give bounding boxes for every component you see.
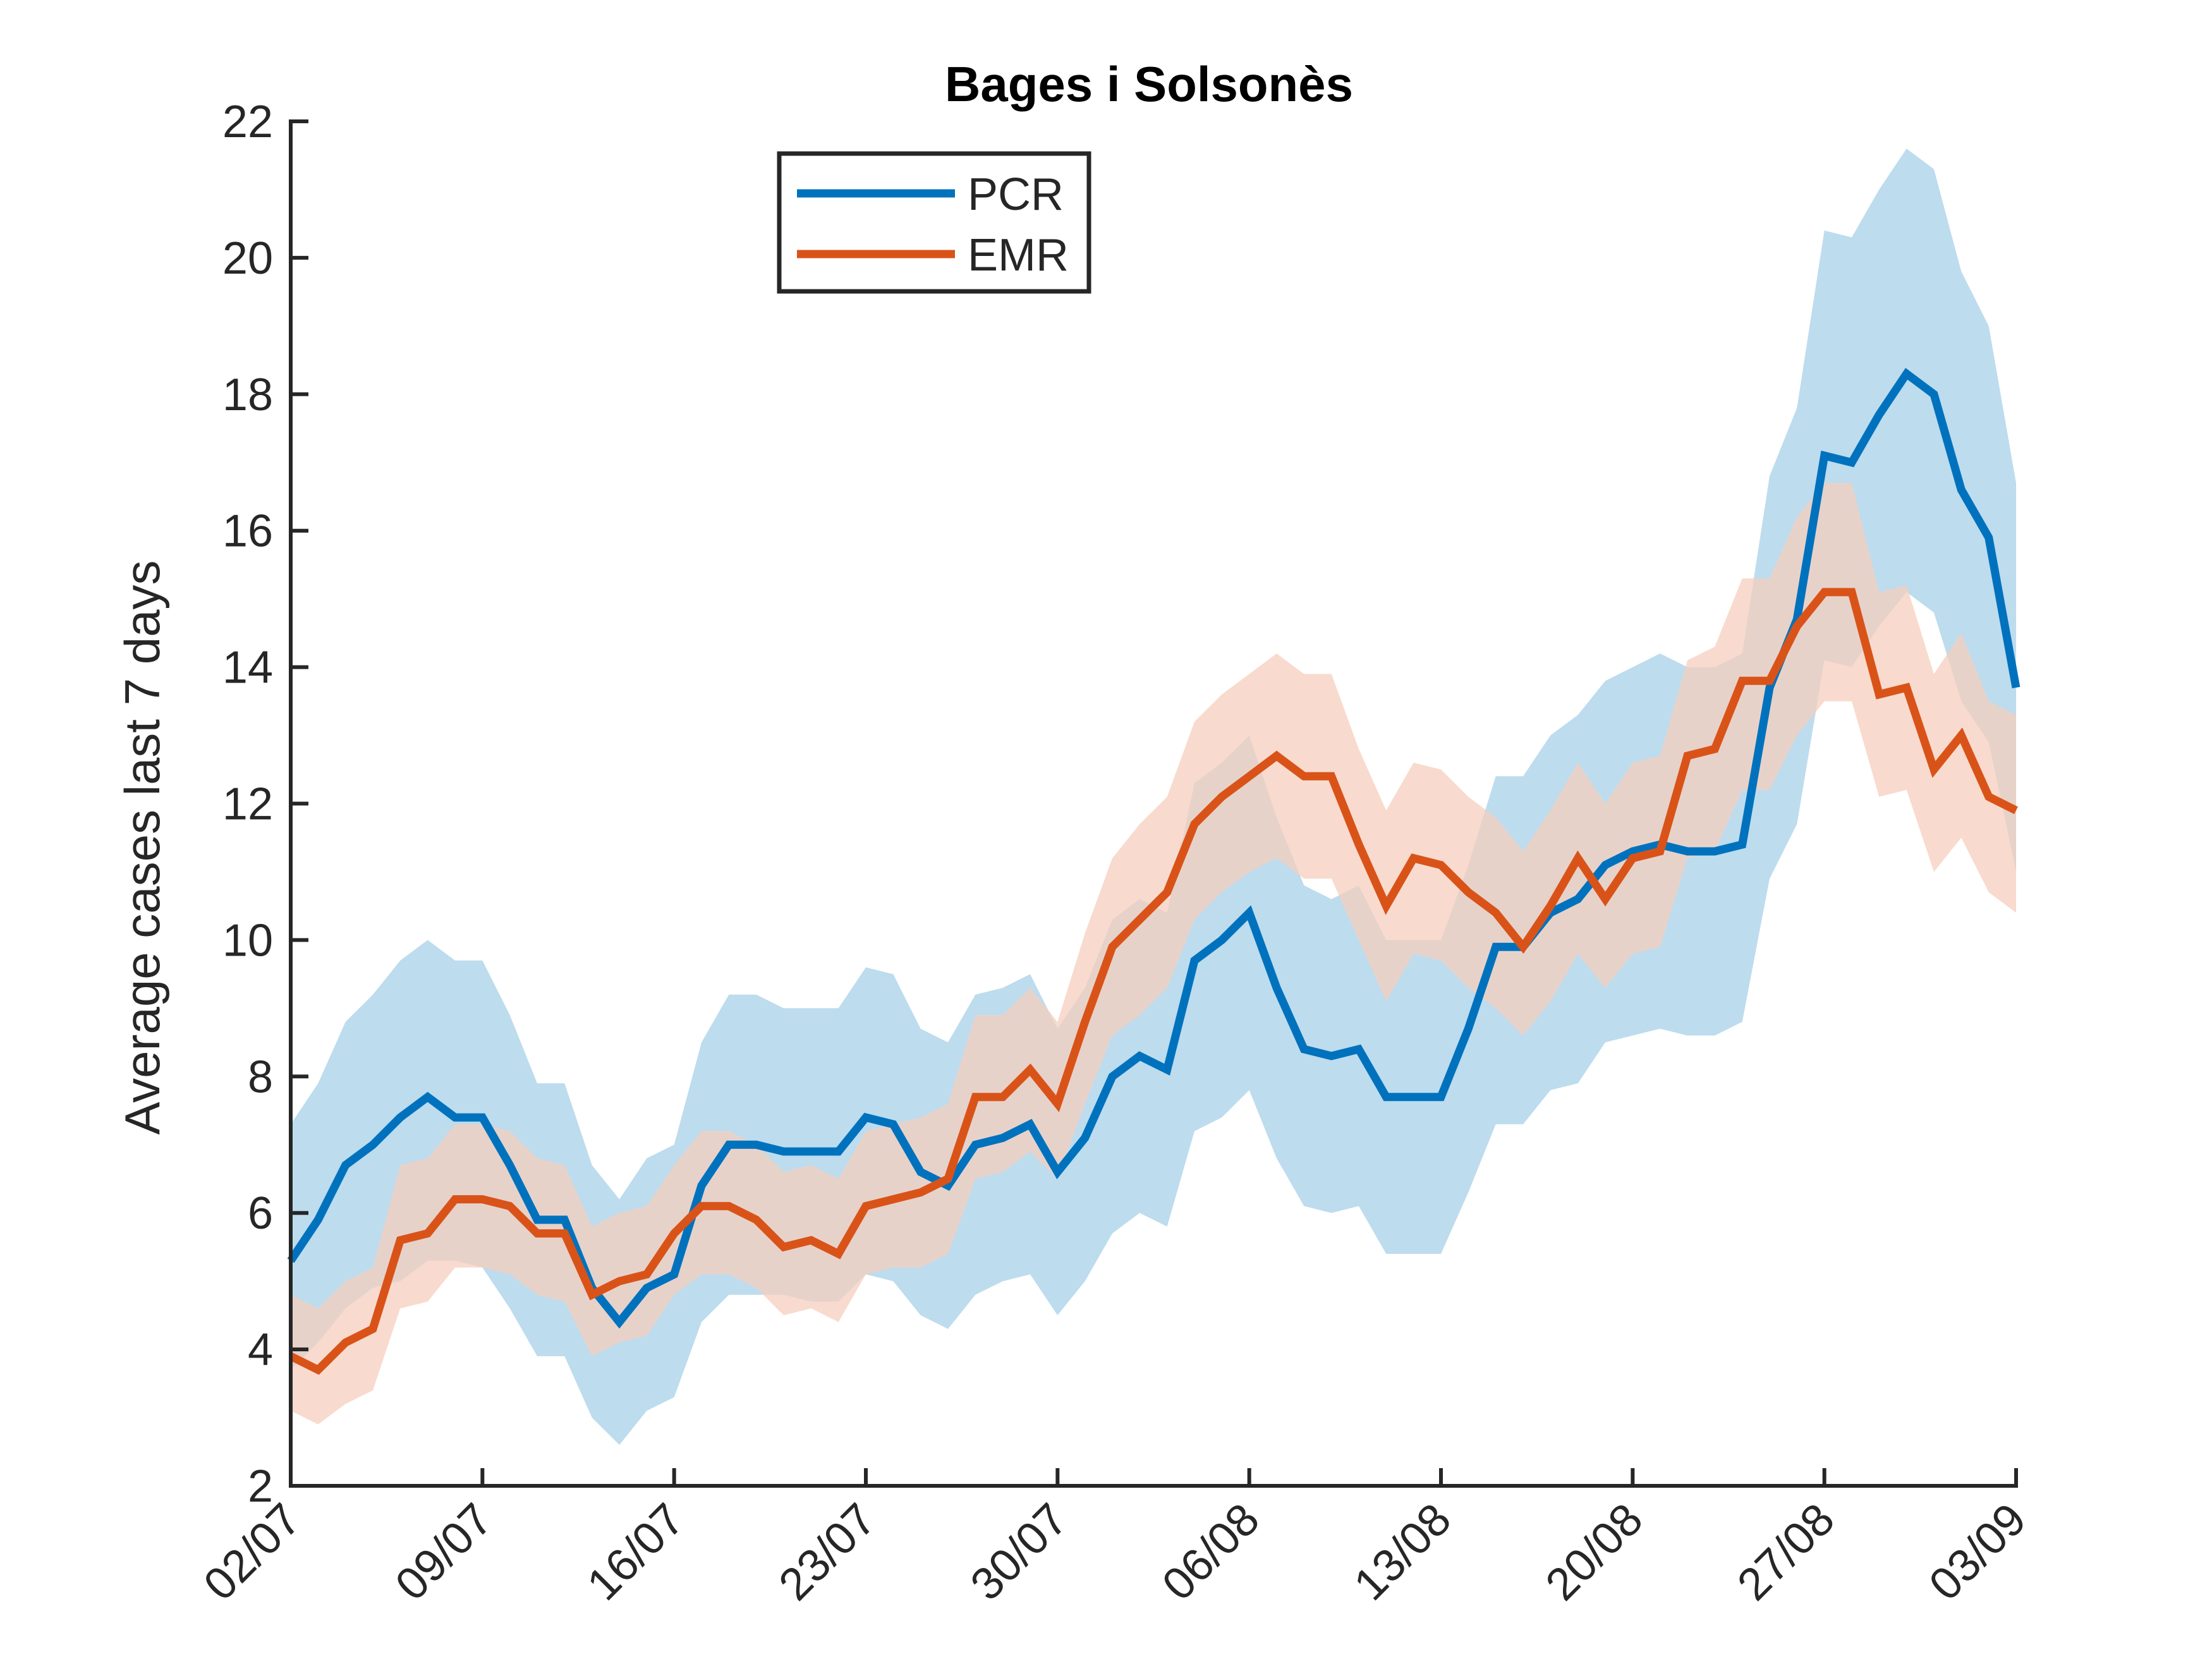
- y-tick-label: 4: [248, 1325, 273, 1375]
- y-tick-label: 18: [222, 370, 273, 420]
- y-axis-label: Average cases last 7 days: [114, 560, 170, 1134]
- band-pcr: [291, 149, 2016, 1445]
- y-tick-label: 6: [248, 1188, 273, 1239]
- y-tick-label: 2: [248, 1461, 273, 1512]
- y-tick-label: 10: [222, 915, 273, 966]
- line-emr: [289, 588, 2018, 1375]
- y-tick-label: 8: [248, 1052, 273, 1102]
- legend-label-emr: EMR: [968, 230, 1069, 281]
- band-emr: [291, 483, 2016, 1425]
- line-pcr: [287, 368, 2021, 1329]
- legend-label-pcr: PCR: [968, 169, 1064, 220]
- y-tick-label: 22: [222, 97, 273, 147]
- y-tick-label: 14: [222, 643, 273, 693]
- y-tick-label: 12: [222, 779, 273, 830]
- confidence-bands: [291, 149, 2016, 1445]
- legend-box: [777, 151, 1091, 294]
- chart-title: Bages i Solsonès: [945, 56, 1353, 112]
- legend: PCR EMR: [777, 151, 1091, 294]
- y-tick-label: 16: [222, 506, 273, 557]
- series-lines: [287, 368, 2021, 1375]
- y-tick-label: 20: [222, 233, 273, 284]
